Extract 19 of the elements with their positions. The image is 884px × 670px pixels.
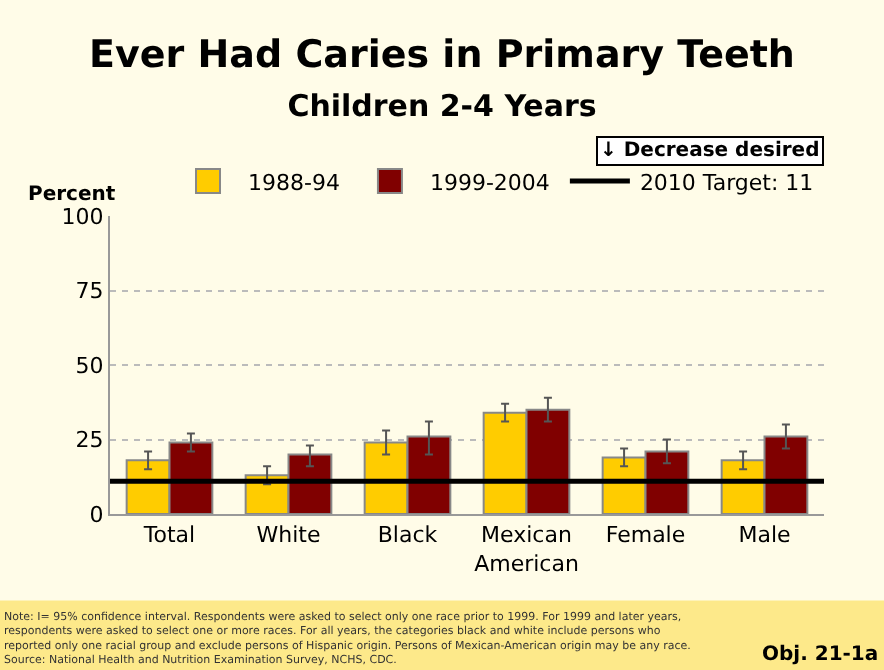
y-axis-title: Percent (28, 184, 116, 206)
x-tick-label: Black (377, 522, 439, 549)
chart-subtitle: Children 2-4 Years (287, 88, 597, 125)
text: Obj. 21-1a (762, 644, 879, 666)
y-tick-label: 75 (75, 278, 104, 305)
x-tick-label: Male (738, 522, 792, 549)
chart-title: Ever Had Caries in Primary Teeth (89, 33, 795, 77)
y-tick-label: 100 (61, 203, 104, 230)
legend-label: 1999-2004 (429, 169, 550, 196)
y-tick-label: 50 (75, 352, 104, 379)
x-tick-label: Mexican American (474, 522, 579, 577)
legend-label: 1988-94 (248, 169, 340, 196)
y-tick-label: 0 (89, 501, 104, 528)
x-tick-label: White (256, 522, 321, 549)
text: ↓ Decrease desired (600, 140, 820, 162)
x-tick-label: Total (141, 522, 196, 549)
legend-label: 2010 Target: 11 (639, 169, 814, 196)
y-tick-label: 25 (75, 427, 104, 454)
x-tick-label: Female (605, 522, 686, 549)
